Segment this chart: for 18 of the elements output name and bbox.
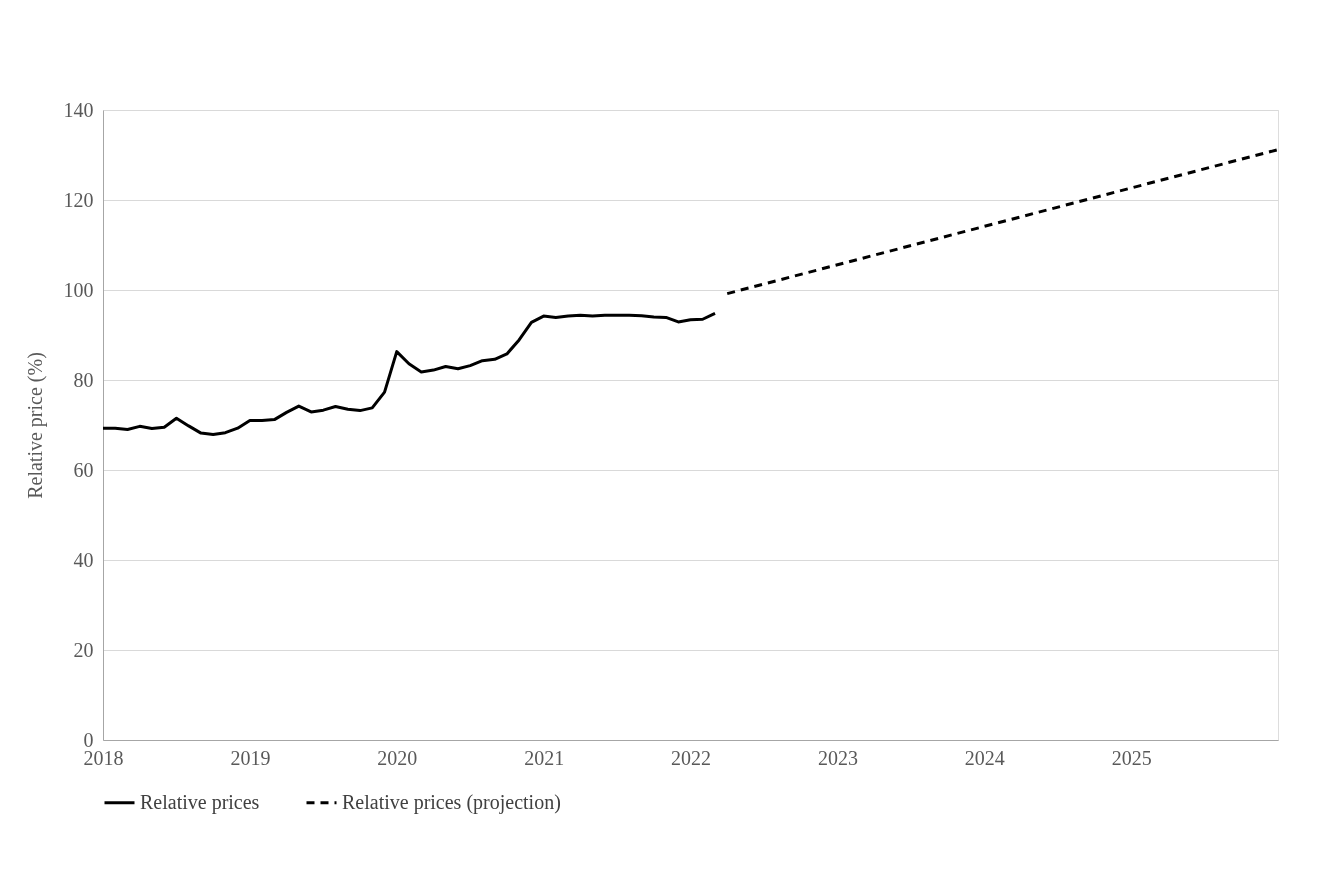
x-tick-label: 2023 <box>817 746 858 769</box>
x-tick-label: 2019 <box>230 746 271 769</box>
x-tick-label: 2025 <box>1111 746 1152 769</box>
y-tick-label: 20 <box>73 638 94 661</box>
y-tick-label: 140 <box>63 98 94 121</box>
y-tick-label: 120 <box>63 188 94 211</box>
x-tick-label: 2024 <box>964 746 1005 769</box>
y-tick-label: 80 <box>73 368 94 391</box>
line-series <box>101 311 717 436</box>
y-tick-label: 60 <box>73 458 94 481</box>
legend-label: Relative prices (projection) <box>342 790 561 814</box>
y-tick-label: 40 <box>73 548 94 571</box>
x-tick-label: 2020 <box>377 746 418 769</box>
legend-label: Relative prices <box>140 790 260 814</box>
x-tick-label: 2021 <box>524 746 565 769</box>
x-tick-label: 2022 <box>671 746 711 769</box>
y-axis-title: Relative price (%) <box>23 352 47 499</box>
y-tick-label: 100 <box>63 278 94 301</box>
